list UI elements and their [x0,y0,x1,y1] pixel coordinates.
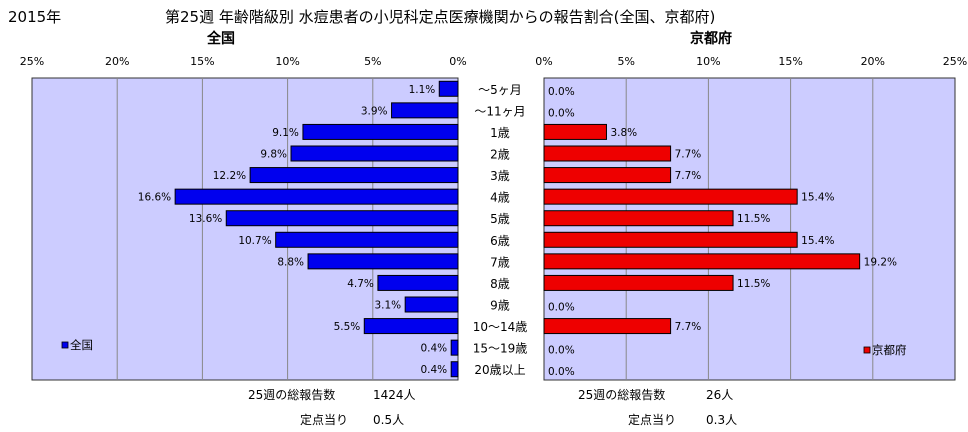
chart-title: 第25週 年齢階級別 水痘患者の小児科定点医療機関からの報告割合(全国、京都府) [165,8,716,26]
year-label: 2015年 [8,8,62,26]
kyoto-value-label: 15.4% [801,235,834,247]
national-bar [404,296,459,313]
kyoto-bar [543,167,672,184]
national-value-label: 12.2% [213,170,246,182]
kyoto-value-label: 11.5% [737,278,770,290]
kyoto-value-label: 7.7% [675,170,702,182]
national-value-label: 9.8% [260,149,287,161]
national-bar [302,123,459,140]
national-bar [438,80,459,97]
kyoto-total-value: 26人 [706,388,733,402]
kyoto-tick-label: 15% [778,55,802,68]
age-category-label: 8歳 [490,277,510,291]
national-value-label: 4.7% [347,278,374,290]
kyoto-bar [543,253,861,270]
national-tick-label: 15% [190,55,214,68]
national-bar [307,253,459,270]
national-value-label: 3.9% [361,105,388,117]
kyoto-bar [543,210,734,227]
kyoto-legend-label: 京都府 [872,343,907,357]
national-per-value: 0.5人 [373,413,404,427]
national-bar [450,339,459,356]
kyoto-value-label: 19.2% [864,256,897,268]
age-category-label: 3歳 [490,169,510,183]
age-category-label: 6歳 [490,234,510,248]
national-tick-label: 25% [20,55,44,68]
national-value-label: 8.8% [277,256,304,268]
age-category-label: 15～19歳 [473,342,528,356]
kyoto-value-label: 0.0% [548,107,575,119]
national-panel-title: 全国 [207,31,235,47]
kyoto-value-label: 0.0% [548,366,575,378]
national-value-label: 1.1% [409,84,436,96]
kyoto-bar [543,145,672,162]
national-value-label: 0.4% [420,343,447,355]
kyoto-value-label: 7.7% [675,321,702,333]
kyoto-tick-label: 0% [535,55,552,68]
national-bar [225,210,459,227]
kyoto-legend-swatch [863,346,871,354]
age-category-label: 9歳 [490,299,510,313]
kyoto-per-value: 0.3人 [706,413,737,427]
national-tick-label: 20% [105,55,129,68]
national-value-label: 0.4% [420,364,447,376]
national-value-label: 16.6% [138,192,171,204]
kyoto-value-label: 3.8% [610,127,637,139]
national-legend-swatch [61,341,69,349]
national-bar [363,318,459,335]
national-total-value: 1424人 [373,388,416,402]
kyoto-bar [543,123,607,140]
national-bar [174,188,459,205]
national-bar [377,274,459,291]
national-bar [450,361,459,378]
national-value-label: 9.1% [272,127,299,139]
kyoto-value-label: 0.0% [548,86,575,98]
national-bar [275,231,459,248]
kyoto-value-label: 0.0% [548,345,575,357]
national-plot-area [31,77,459,381]
kyoto-value-label: 7.7% [675,149,702,161]
kyoto-tick-label: 25% [943,55,967,68]
age-category-label: 7歳 [490,255,510,269]
age-category-label: ～5ヶ月 [478,83,522,97]
national-bar [290,145,459,162]
national-tick-label: 0% [449,55,466,68]
age-category-label: ～11ヶ月 [474,104,525,118]
kyoto-bar [543,274,734,291]
kyoto-bar [543,188,798,205]
kyoto-total-label: 25週の総報告数 [578,387,665,402]
kyoto-panel-title: 京都府 [690,31,732,47]
national-bar [391,102,459,119]
national-value-label: 5.5% [334,321,361,333]
kyoto-bar [543,318,672,335]
age-category-label: 2歳 [490,148,510,162]
kyoto-tick-label: 10% [696,55,720,68]
national-total-label: 25週の総報告数 [248,387,335,402]
kyoto-tick-label: 20% [861,55,885,68]
national-legend-label: 全国 [70,338,93,352]
kyoto-value-label: 0.0% [548,302,575,314]
national-value-label: 3.1% [374,300,401,312]
national-bar [249,167,459,184]
kyoto-tick-label: 5% [617,55,634,68]
age-category-label: 10～14歳 [473,320,528,334]
national-per-label: 定点当り [300,412,348,427]
age-category-label: 20歳以上 [474,363,525,377]
kyoto-per-label: 定点当り [628,412,676,427]
national-tick-label: 5% [364,55,381,68]
national-tick-label: 10% [275,55,299,68]
kyoto-value-label: 11.5% [737,213,770,225]
kyoto-bar [543,231,798,248]
age-category-label: 1歳 [490,126,510,140]
kyoto-plot-area [543,77,956,381]
age-category-label: 5歳 [490,212,510,226]
national-value-label: 10.7% [238,235,271,247]
age-category-label: 4歳 [490,191,510,205]
kyoto-value-label: 15.4% [801,192,834,204]
national-value-label: 13.6% [189,213,222,225]
